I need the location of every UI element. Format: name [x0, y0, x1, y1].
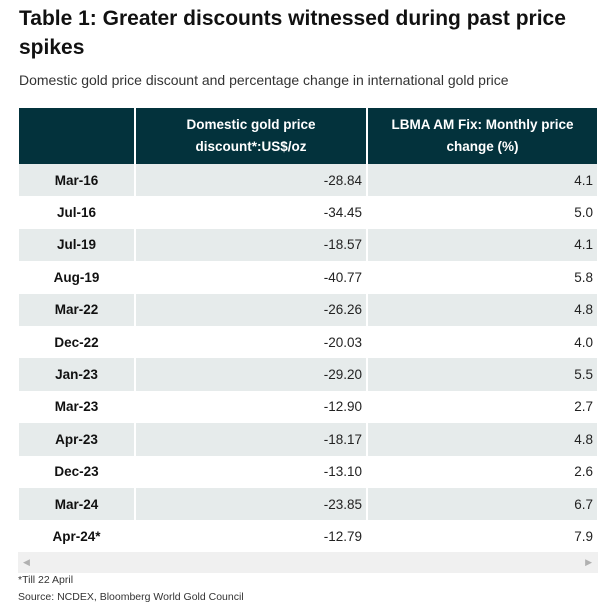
price-change-cell: 2.7: [367, 390, 597, 424]
table-title: Table 1: Greater discounts witnessed dur…: [19, 7, 566, 59]
discount-cell: -12.79: [135, 520, 368, 553]
period-cell: Jan-23: [19, 358, 136, 391]
price-change-cell: 7.9: [367, 520, 597, 553]
discount-cell: -28.84: [135, 164, 368, 197]
discount-cell: -12.90: [135, 390, 368, 424]
period-cell: Apr-24*: [19, 520, 136, 553]
period-cell: Mar-22: [19, 293, 136, 326]
period-cell: Jul-16: [19, 196, 136, 229]
table-row: Jul-19 -18.57 4.1: [19, 228, 597, 262]
header-period: [19, 108, 136, 164]
source-note: Source: NCDEX, Bloomberg World Gold Coun…: [18, 591, 244, 603]
price-change-cell: 2.6: [367, 455, 597, 488]
header-row: Domestic gold price discount*:US$/oz LBM…: [19, 108, 597, 164]
price-change-cell: 4.1: [367, 164, 597, 197]
header-price-change: LBMA AM Fix: Monthly price change (%): [367, 108, 597, 164]
discount-cell: -18.57: [135, 228, 368, 262]
discount-cell: -29.20: [135, 358, 368, 391]
footnote: *Till 22 April: [18, 574, 74, 586]
data-table-container: Domestic gold price discount*:US$/oz LBM…: [19, 108, 597, 553]
discount-cell: -13.10: [135, 455, 368, 488]
data-table: Domestic gold price discount*:US$/oz LBM…: [19, 108, 597, 553]
price-change-cell: 4.8: [367, 423, 597, 456]
table-row: Apr-23 -18.17 4.8: [19, 423, 597, 456]
price-change-cell: 5.5: [367, 358, 597, 391]
table-row: Mar-24 -23.85 6.7: [19, 487, 597, 521]
discount-cell: -40.77: [135, 261, 368, 294]
price-change-cell: 4.0: [367, 325, 597, 359]
period-cell: Dec-23: [19, 455, 136, 488]
scroll-left-arrow-icon[interactable]: ◀: [23, 557, 30, 567]
discount-cell: -18.17: [135, 423, 368, 456]
price-change-cell: 6.7: [367, 487, 597, 521]
table-row: Mar-23 -12.90 2.7: [19, 390, 597, 424]
period-cell: Mar-24: [19, 487, 136, 521]
price-change-cell: 4.8: [367, 293, 597, 326]
period-cell: Mar-23: [19, 390, 136, 424]
period-cell: Aug-19: [19, 261, 136, 294]
table-row: Apr-24* -12.79 7.9: [19, 520, 597, 553]
table-row: Dec-22 -20.03 4.0: [19, 325, 597, 359]
table-subtitle: Domestic gold price discount and percent…: [19, 72, 509, 88]
table-row: Dec-23 -13.10 2.6: [19, 455, 597, 488]
discount-cell: -34.45: [135, 196, 368, 229]
table-row: Aug-19 -40.77 5.8: [19, 261, 597, 294]
discount-cell: -20.03: [135, 325, 368, 359]
scroll-right-arrow-icon[interactable]: ▶: [585, 557, 592, 567]
period-cell: Apr-23: [19, 423, 136, 456]
period-cell: Mar-16: [19, 164, 136, 197]
price-change-cell: 5.8: [367, 261, 597, 294]
discount-cell: -23.85: [135, 487, 368, 521]
discount-cell: -26.26: [135, 293, 368, 326]
horizontal-scrollbar[interactable]: ◀ ▶: [18, 552, 598, 573]
table-row: Mar-16 -28.84 4.1: [19, 164, 597, 197]
price-change-cell: 4.1: [367, 228, 597, 262]
period-cell: Jul-19: [19, 228, 136, 262]
period-cell: Dec-22: [19, 325, 136, 359]
price-change-cell: 5.0: [367, 196, 597, 229]
table-row: Jul-16 -34.45 5.0: [19, 196, 597, 229]
table-row: Mar-22 -26.26 4.8: [19, 293, 597, 326]
header-discount: Domestic gold price discount*:US$/oz: [135, 108, 368, 164]
table-row: Jan-23 -29.20 5.5: [19, 358, 597, 391]
